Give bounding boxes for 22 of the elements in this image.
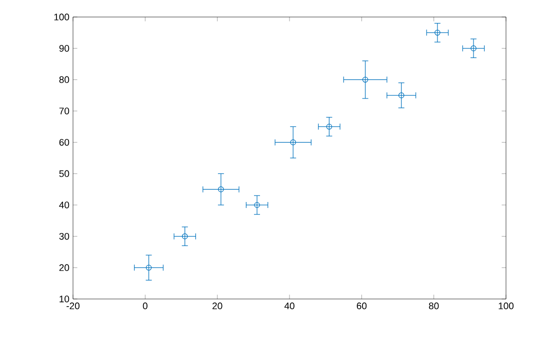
point [326, 124, 332, 130]
y-tick-label: 30 [59, 232, 70, 240]
point [434, 30, 440, 36]
y-tick-label: 100 [54, 14, 70, 20]
x-tick-label: 40 [284, 302, 294, 310]
x-tick-label: 0 [142, 302, 148, 310]
point [470, 45, 476, 52]
y-tick-label: 70 [59, 108, 70, 114]
x-tick-label: 80 [428, 302, 439, 310]
x-tick-label: 100 [498, 302, 514, 310]
y-tick-label: 60 [59, 138, 70, 146]
y-tick-label: 10 [60, 296, 70, 302]
x-tick-label: 20 [212, 302, 222, 310]
point [254, 202, 260, 208]
y-tick-label: 90 [59, 44, 70, 52]
y-tick-label: 80 [59, 76, 70, 84]
x-tick-label: 60 [356, 302, 367, 310]
y-tick-label: 50 [59, 170, 70, 178]
point [362, 76, 368, 83]
x-tick-label: -20 [66, 302, 80, 310]
y-tick-label: 40 [59, 202, 70, 208]
y-tick-label: 20 [59, 264, 70, 272]
